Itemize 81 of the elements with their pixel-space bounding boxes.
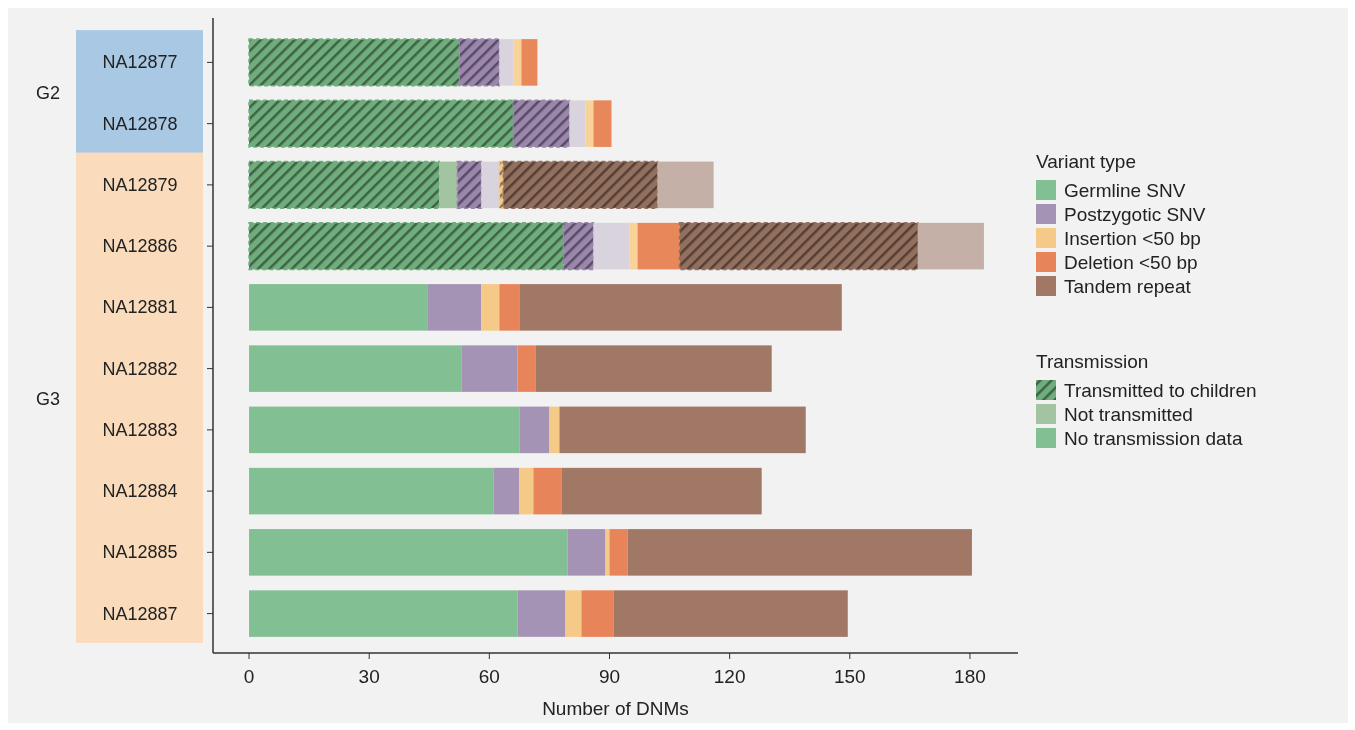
bar xyxy=(512,99,571,148)
legend-label: Germline SNV xyxy=(1064,180,1186,201)
bar xyxy=(917,222,984,270)
bar xyxy=(609,529,628,576)
bar xyxy=(517,345,536,392)
bar xyxy=(613,590,848,637)
x-tick-label: 180 xyxy=(954,666,986,687)
bar xyxy=(627,529,972,576)
bar xyxy=(569,100,586,147)
bar xyxy=(519,406,550,454)
bar xyxy=(248,160,441,209)
bar xyxy=(248,222,565,271)
bar xyxy=(637,222,680,270)
bar xyxy=(549,406,560,454)
legend-label: Tandem repeat xyxy=(1064,276,1192,297)
y-tick-label: NA12884 xyxy=(102,481,178,502)
bar xyxy=(562,222,595,271)
bar xyxy=(678,222,919,271)
bar xyxy=(521,39,538,86)
legend-label: Insertion <50 bp xyxy=(1064,228,1201,249)
bar xyxy=(581,590,614,637)
text: Not transmitted xyxy=(1064,404,1193,425)
bar xyxy=(458,38,501,87)
y-tick-label: NA12883 xyxy=(102,419,178,440)
bar xyxy=(499,284,520,331)
legend-label: Postzygotic SNV xyxy=(1064,204,1206,225)
y-tick-label: NA12887 xyxy=(102,603,178,624)
bar xyxy=(499,39,514,86)
bar xyxy=(461,345,518,392)
x-tick-label: 30 xyxy=(358,666,380,687)
bar xyxy=(533,467,562,515)
bar xyxy=(657,161,714,209)
y-tick-label: NA12886 xyxy=(102,236,178,257)
y-tick-label: NA12885 xyxy=(102,542,178,563)
x-tick-label: 90 xyxy=(598,666,621,687)
bar xyxy=(565,590,582,637)
bar xyxy=(481,161,500,209)
x-axis-title: Number of DNMs xyxy=(542,698,689,719)
bar xyxy=(249,284,428,331)
bar xyxy=(517,590,566,637)
bar xyxy=(561,467,762,515)
bar xyxy=(456,160,483,209)
x-tick-label: 150 xyxy=(833,666,866,687)
legend-title: Variant type xyxy=(1036,151,1136,172)
bar xyxy=(249,345,462,392)
bar xyxy=(248,99,515,148)
bar xyxy=(567,529,606,576)
bar xyxy=(629,222,638,270)
bar xyxy=(513,39,522,86)
bar xyxy=(481,284,500,331)
y-tick-label: NA12878 xyxy=(102,113,178,134)
text: Transmitted to children xyxy=(1064,380,1257,401)
text: Transmission xyxy=(1036,351,1149,372)
bar xyxy=(593,222,630,270)
bar xyxy=(605,529,610,576)
bar xyxy=(502,160,659,209)
y-tick-label: NA12881 xyxy=(102,297,178,318)
y-tick-label: NA12879 xyxy=(102,174,178,195)
bar xyxy=(593,100,612,147)
bar xyxy=(249,406,520,454)
x-tick-label: 120 xyxy=(713,666,746,687)
bar xyxy=(249,590,518,637)
text: G2 xyxy=(35,83,61,104)
bar xyxy=(559,406,806,454)
x-tick-label: 0 xyxy=(243,666,255,687)
bar xyxy=(249,467,494,515)
bar xyxy=(535,345,772,392)
bar xyxy=(585,100,594,147)
bar xyxy=(427,284,482,331)
text: G3 xyxy=(35,389,61,410)
bar xyxy=(439,161,458,209)
y-tick-label: NA12882 xyxy=(102,358,178,379)
bar xyxy=(248,38,461,87)
bar xyxy=(249,529,568,576)
bar xyxy=(493,467,520,515)
x-tick-label: 60 xyxy=(478,666,500,687)
bar xyxy=(519,284,842,331)
y-tick-label: NA12877 xyxy=(102,52,178,73)
text: No transmission data xyxy=(1064,428,1243,449)
legend-label: Deletion <50 bp xyxy=(1064,252,1198,273)
bar xyxy=(519,467,534,515)
